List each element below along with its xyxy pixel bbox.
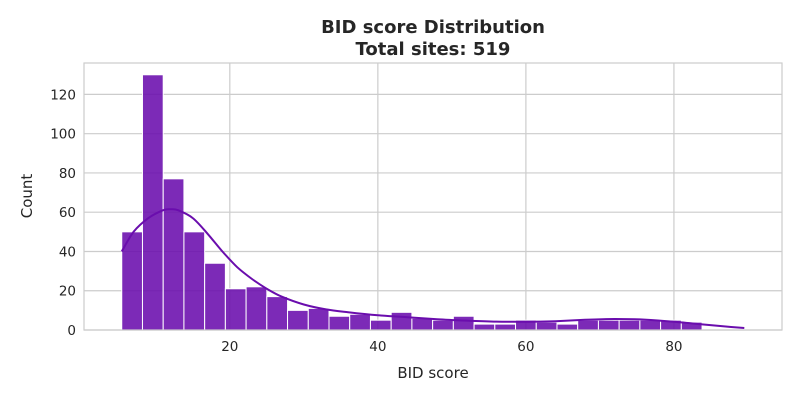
y-tick-label: 80 [59, 166, 76, 182]
chart-subtitle: Total sites: 519 [356, 39, 511, 60]
bars-layer [121, 74, 703, 331]
kde-layer [120, 208, 745, 329]
histogram-bar [245, 286, 268, 331]
histogram-bar [224, 288, 247, 331]
plot-frame [83, 62, 783, 331]
histogram-bar [349, 313, 371, 331]
x-tick-label: 60 [517, 339, 534, 355]
x-axis-label: BID score [397, 364, 468, 382]
histogram-bar [618, 319, 641, 331]
histogram-bar [162, 178, 185, 331]
y-tick-label: 120 [50, 87, 76, 103]
histogram-bar [639, 319, 662, 331]
histogram-bar [411, 317, 434, 331]
y-tick-label: 0 [67, 323, 76, 339]
x-tick-label: 80 [665, 339, 682, 355]
histogram-bar [556, 323, 579, 331]
chart-title: BID score Distribution [321, 17, 545, 38]
histogram-bar [432, 319, 454, 331]
histogram-bar [494, 323, 517, 331]
y-tick-label: 60 [59, 205, 76, 221]
y-axis-label: Count [18, 174, 36, 219]
histogram-bar [183, 231, 206, 331]
ticks-layer: 0 20 40 60 80 100 120 20 40 60 80 [50, 87, 682, 355]
histogram-bar [287, 309, 309, 331]
histogram-bar [473, 323, 496, 331]
y-tick-label: 20 [59, 284, 76, 300]
histogram-bar [204, 262, 226, 331]
histogram-bar [535, 321, 558, 331]
x-tick-label: 40 [369, 339, 386, 355]
kde-curve [120, 208, 745, 329]
histogram-bar [452, 315, 475, 331]
histogram-bar [369, 319, 392, 331]
histogram-bar [597, 319, 620, 331]
histogram-bar [390, 311, 413, 331]
histogram-bar [266, 296, 289, 331]
histogram-bar [328, 315, 351, 331]
y-tick-label: 100 [50, 127, 76, 143]
histogram-bar [577, 319, 599, 331]
y-tick-label: 40 [59, 244, 76, 260]
x-tick-label: 20 [221, 339, 238, 355]
histogram-bar [307, 307, 330, 331]
histogram-bar [141, 74, 164, 331]
